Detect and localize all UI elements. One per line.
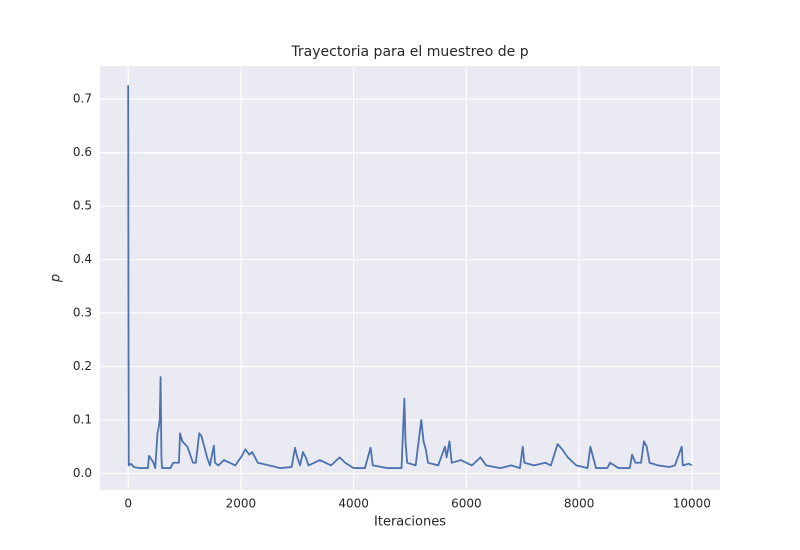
y-tick-label: 0.7: [73, 92, 92, 106]
data-line: [127, 85, 693, 469]
y-tick-label: 0.6: [73, 145, 92, 159]
y-tick-label: 0.1: [73, 412, 92, 426]
y-tick-label: 0.0: [73, 466, 92, 480]
y-axis-label: p: [49, 274, 64, 283]
x-tick-label: 2000: [226, 497, 257, 511]
x-tick-label: 4000: [338, 497, 369, 511]
chart-title: Trayectoria para el muestreo de p: [290, 44, 528, 60]
y-tick-label: 0.3: [73, 306, 92, 320]
x-tick-label: 6000: [451, 497, 482, 511]
plot-area: [100, 66, 720, 490]
x-tick-label: 8000: [564, 497, 595, 511]
y-tick-label: 0.4: [73, 252, 92, 266]
x-tick-label: 0: [124, 497, 132, 511]
x-axis-label: Iteraciones: [374, 515, 446, 530]
y-tick-label: 0.5: [73, 199, 92, 213]
x-tick-label: 10000: [673, 497, 711, 511]
y-tick-label: 0.2: [73, 359, 92, 373]
